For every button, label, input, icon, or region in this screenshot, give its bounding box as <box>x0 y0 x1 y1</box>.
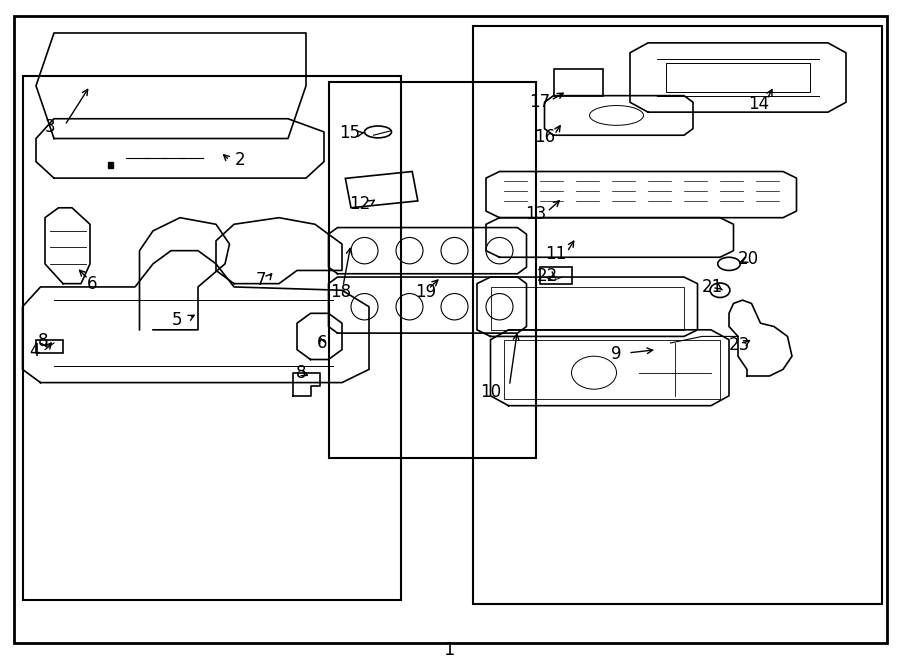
Text: 21: 21 <box>702 278 724 296</box>
Bar <box>666 63 810 93</box>
Text: 8: 8 <box>38 332 49 350</box>
Text: 19: 19 <box>415 282 436 301</box>
Text: 5: 5 <box>172 311 183 329</box>
Text: 20: 20 <box>738 251 760 268</box>
Text: 18: 18 <box>329 282 351 301</box>
Text: 9: 9 <box>611 345 622 364</box>
Text: 23: 23 <box>729 336 751 354</box>
Bar <box>491 287 684 330</box>
Text: 11: 11 <box>545 245 567 263</box>
Bar <box>346 171 418 208</box>
Text: 17: 17 <box>529 93 551 111</box>
Text: 8: 8 <box>296 364 307 381</box>
Bar <box>554 69 603 96</box>
Text: 16: 16 <box>534 128 555 145</box>
Text: 13: 13 <box>525 206 546 223</box>
Text: 1: 1 <box>445 641 455 659</box>
Text: 15: 15 <box>338 124 360 142</box>
Bar <box>108 161 112 168</box>
Text: 3: 3 <box>44 118 55 136</box>
Bar <box>36 340 63 353</box>
Text: 4: 4 <box>29 342 40 360</box>
Text: 10: 10 <box>480 383 501 401</box>
Text: 12: 12 <box>349 196 371 214</box>
Bar <box>540 267 572 284</box>
Text: 7: 7 <box>256 272 266 290</box>
Text: 6: 6 <box>86 274 97 293</box>
Text: 22: 22 <box>536 267 558 285</box>
Text: 6: 6 <box>317 334 328 352</box>
Text: 14: 14 <box>748 95 770 112</box>
Text: 2: 2 <box>235 151 246 169</box>
Bar <box>504 340 720 399</box>
